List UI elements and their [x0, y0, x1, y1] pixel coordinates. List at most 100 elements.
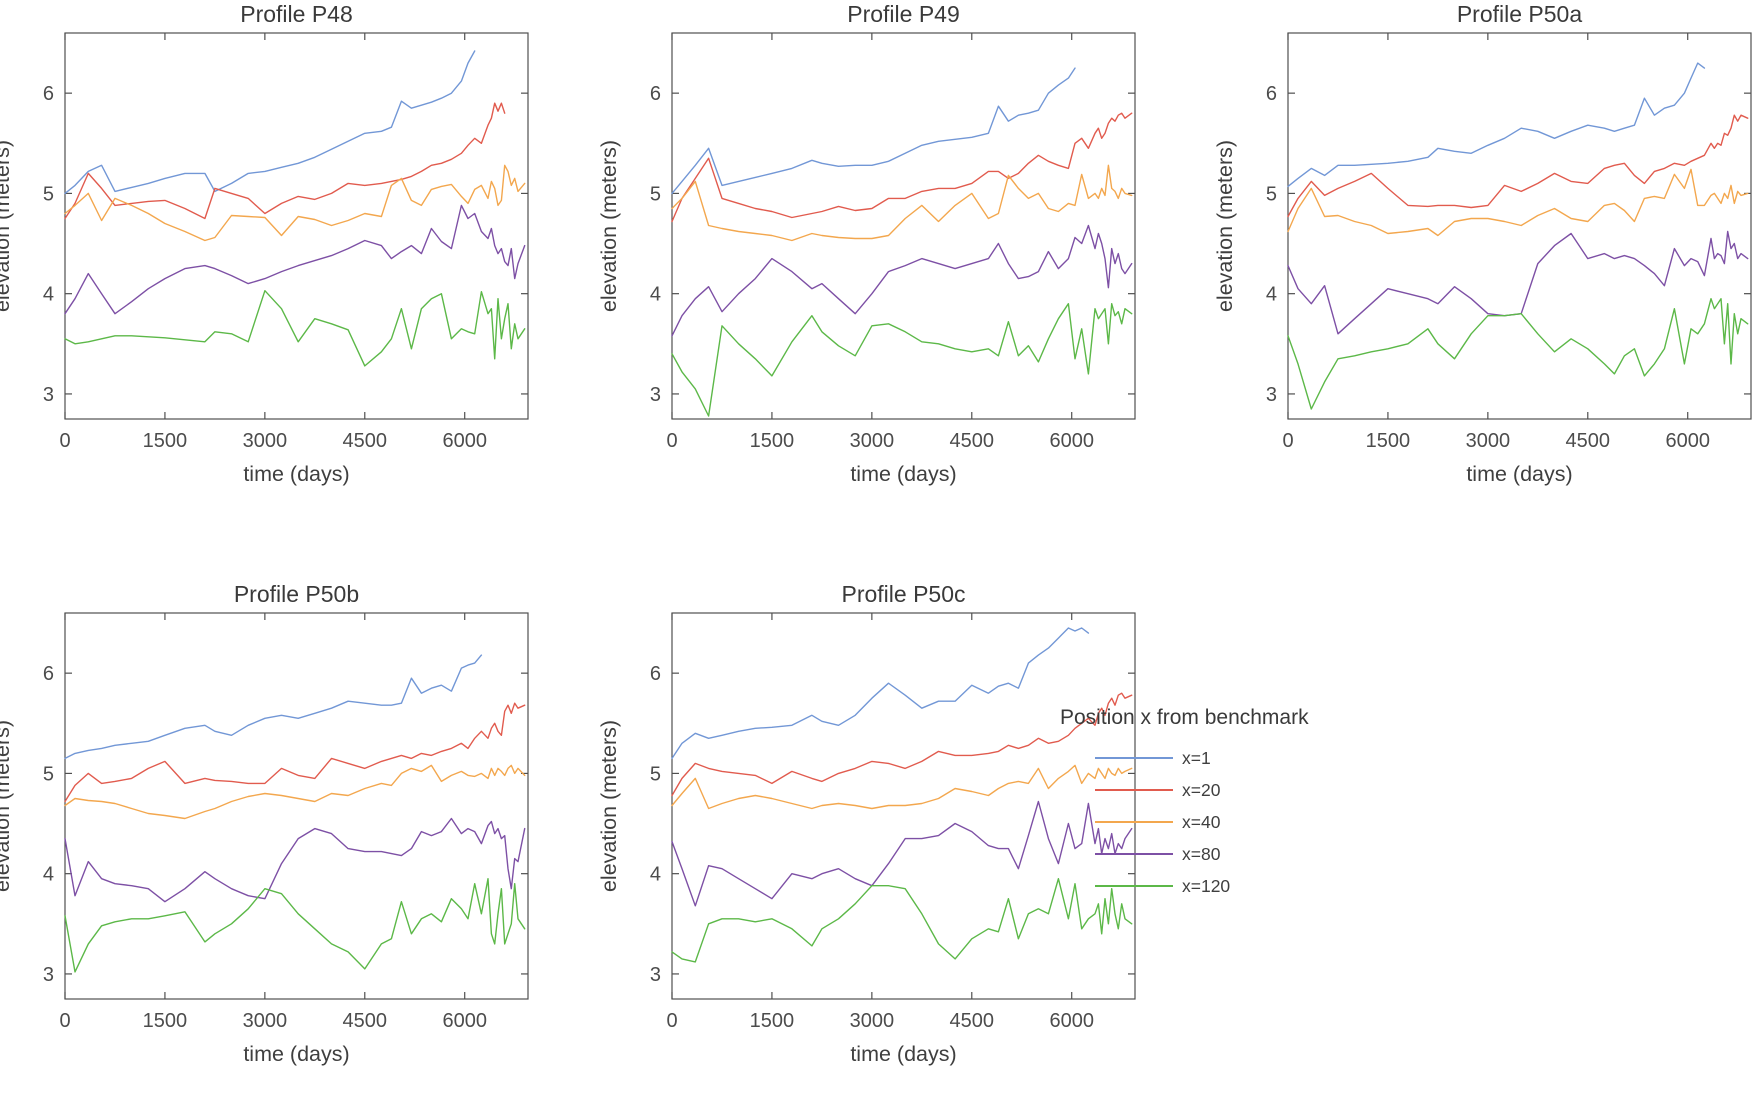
chart-text: 6000	[1049, 1010, 1094, 1032]
legend-label-x40: x=40	[1182, 811, 1221, 832]
chart-text: 4500	[343, 430, 388, 452]
chart-text: 5	[650, 763, 661, 785]
chart-text: 3000	[243, 430, 288, 452]
series-line-x=1	[671, 67, 1076, 195]
chart-text: 6	[650, 83, 661, 105]
panel-chart-svg: Profile P50b 0 1500 3000 4500 6000 3 4 5 6 time (d…	[0, 581, 529, 1066]
series-line-x=120	[64, 290, 526, 367]
chart-text: 6000	[442, 430, 487, 452]
chart-text: 3	[650, 384, 661, 406]
chart-text: 0	[666, 1010, 677, 1032]
legend-label-x20: x=20	[1182, 779, 1221, 800]
series-line-x=40	[64, 164, 526, 242]
chart-text: 0	[666, 430, 677, 452]
series-line-x=40	[1287, 168, 1749, 237]
legend-line-swatch-x20	[1095, 789, 1173, 791]
chart-text: elevation (meters)	[597, 140, 621, 312]
axes-box	[64, 612, 529, 1000]
chart-text: Profile P49	[847, 1, 960, 27]
panel-profile-p49: Profile P49 0 1500 3000 4500 6000 3 4 5 6 time (da…	[594, 0, 1159, 500]
series-line-x=120	[64, 878, 526, 973]
chart-text: 4500	[1566, 430, 1611, 452]
chart-text: 4	[43, 864, 54, 886]
series-line-x=80	[64, 204, 526, 315]
panel-profile-p50a: Profile P50a 0 1500 3000 4500 6000 3 4 5 6 time (d…	[1210, 0, 1753, 500]
series-line-x=1	[64, 654, 483, 760]
chart-text: elevation (meters)	[1213, 140, 1237, 312]
chart-text: 3	[43, 964, 54, 986]
chart-text: 6000	[1665, 430, 1710, 452]
chart-text: 4	[650, 864, 661, 886]
legend-label-x120: x=120	[1182, 875, 1231, 896]
series-line-x=80	[1287, 230, 1749, 335]
series-line-x=20	[671, 112, 1133, 223]
chart-text: 1500	[750, 1010, 795, 1032]
chart-text: 6	[1266, 83, 1277, 105]
chart-text: 3000	[1466, 430, 1511, 452]
legend-row-x120: x=120	[1095, 870, 1309, 902]
chart-text: 3000	[243, 1010, 288, 1032]
legend-label-x1: x=1	[1182, 747, 1211, 768]
chart-text: time (days)	[850, 462, 956, 486]
chart-text: 0	[59, 1010, 70, 1032]
series-line-x=40	[64, 764, 526, 820]
chart-text: 0	[59, 430, 70, 452]
axes-box	[671, 32, 1136, 420]
legend-line-swatch-x40	[1095, 821, 1173, 823]
chart-text: time (days)	[243, 462, 349, 486]
legend-label-x80: x=80	[1182, 843, 1221, 864]
chart-text: elevation (meters)	[597, 720, 621, 892]
axes-box	[1287, 32, 1752, 420]
chart-text: 0	[1282, 430, 1293, 452]
series-line-x=1	[64, 50, 476, 195]
panel-profile-p50b: Profile P50b 0 1500 3000 4500 6000 3 4 5 6 time (d…	[0, 580, 552, 1080]
series-line-x=80	[671, 224, 1133, 337]
chart-text: 5	[650, 183, 661, 205]
chart-text: Profile P48	[240, 1, 353, 27]
panel-profile-p48: Profile P48 0 1500 3000 4500 6000 3 4 5 6 time (da…	[0, 0, 552, 500]
legend-row-x1: x=1	[1095, 742, 1309, 774]
series-line-x=20	[64, 702, 526, 803]
chart-text: 3000	[850, 430, 895, 452]
legend-row-x20: x=20	[1095, 774, 1309, 806]
series-line-x=1	[1287, 62, 1706, 188]
chart-text: 6	[43, 83, 54, 105]
legend-line-swatch-x1	[1095, 757, 1173, 759]
chart-text: 5	[43, 763, 54, 785]
panel-chart-svg: Profile P48 0 1500 3000 4500 6000 3 4 5 6 time (da…	[0, 1, 529, 486]
chart-text: 6	[650, 663, 661, 685]
series-line-x=40	[671, 764, 1133, 810]
series-line-x=20	[64, 102, 506, 220]
chart-text: time (days)	[1466, 462, 1572, 486]
chart-text: Profile P50b	[234, 581, 359, 607]
chart-text: 6000	[1049, 430, 1094, 452]
panel-chart-svg: Profile P50a 0 1500 3000 4500 6000 3 4 5 6 time (d…	[1213, 1, 1752, 486]
chart-text: time (days)	[850, 1042, 956, 1066]
chart-text: 5	[1266, 183, 1277, 205]
series-line-x=120	[1287, 298, 1749, 410]
legend-line-swatch-x120	[1095, 885, 1173, 887]
chart-text: Profile P50c	[841, 581, 965, 607]
chart-text: 6000	[442, 1010, 487, 1032]
chart-text: 3	[43, 384, 54, 406]
legend-row-x80: x=80	[1095, 838, 1309, 870]
chart-text: 6	[43, 663, 54, 685]
chart-text: 3000	[850, 1010, 895, 1032]
series-line-x=1	[671, 627, 1090, 760]
chart-text: 4500	[343, 1010, 388, 1032]
chart-text: 3	[1266, 384, 1277, 406]
panel-profile-p50c: Profile P50c 0 1500 3000 4500 6000 3 4 5 6 time (d…	[594, 580, 1159, 1080]
panel-chart-svg: Profile P50c 0 1500 3000 4500 6000 3 4 5 6 time (d…	[597, 581, 1136, 1066]
chart-text: elevation (meters)	[0, 720, 14, 892]
legend: Position x from benchmark x=1 x=20 x=40 …	[1060, 706, 1309, 902]
series-line-x=80	[64, 817, 526, 903]
series-line-x=80	[671, 800, 1133, 907]
panel-chart-svg: Profile P49 0 1500 3000 4500 6000 3 4 5 6 time (da…	[597, 1, 1136, 486]
chart-text: 4	[43, 284, 54, 306]
chart-text: 4	[650, 284, 661, 306]
series-line-x=20	[671, 692, 1133, 797]
legend-title: Position x from benchmark	[1060, 706, 1309, 729]
chart-text: 4500	[950, 430, 995, 452]
chart-text: 4500	[950, 1010, 995, 1032]
